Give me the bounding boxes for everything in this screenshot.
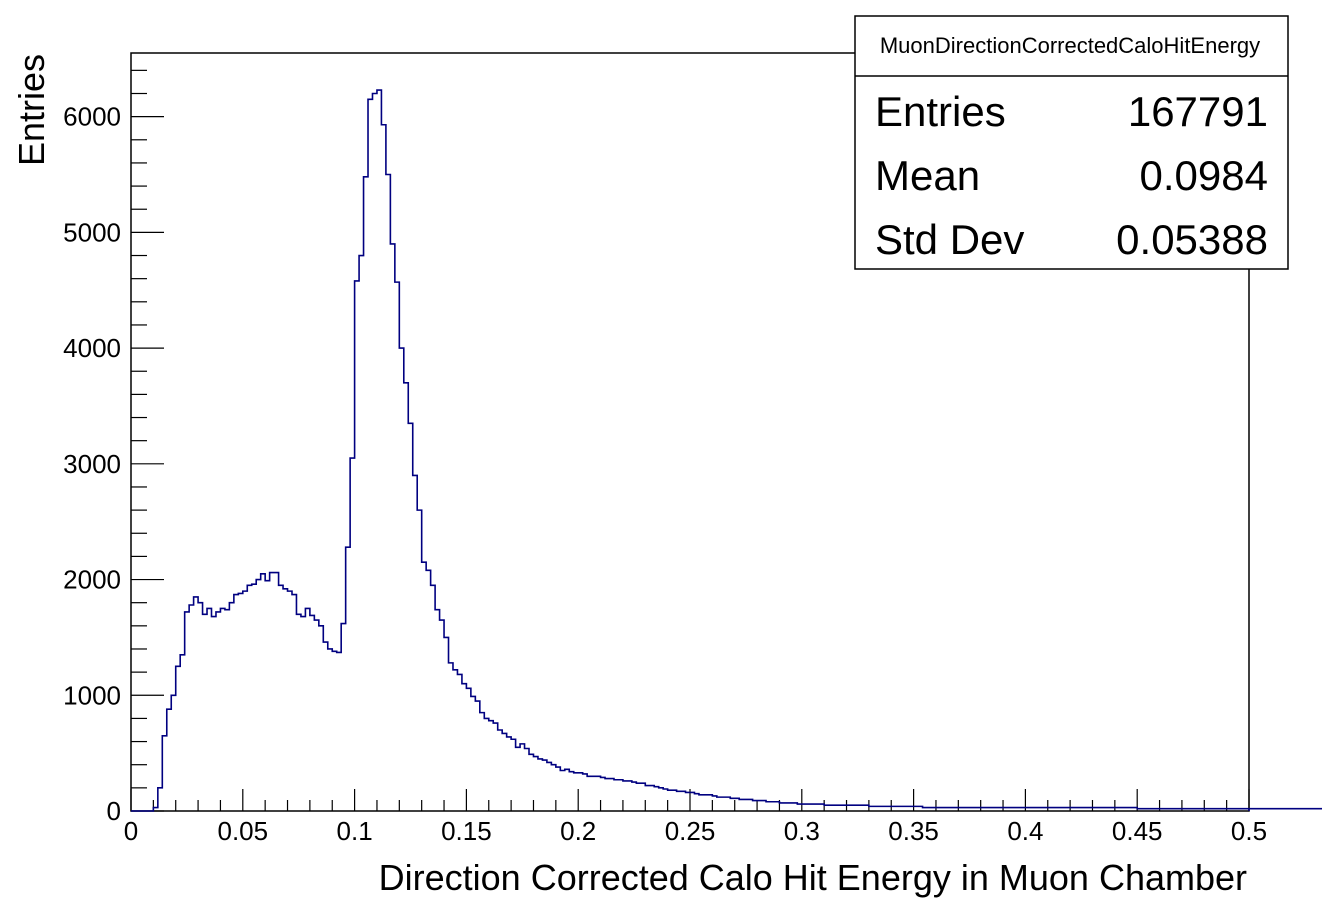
x-tick-label: 0.05 — [217, 816, 268, 846]
x-tick-label: 0.45 — [1112, 816, 1163, 846]
x-tick-label: 0.5 — [1231, 816, 1267, 846]
y-tick-label: 2000 — [63, 565, 121, 595]
x-tick-label: 0.15 — [441, 816, 492, 846]
histogram-series-line — [131, 89, 1322, 812]
x-tick-label: 0.3 — [784, 816, 820, 846]
stats-mean-value: 0.0984 — [1140, 152, 1268, 199]
y-tick-label: 1000 — [63, 680, 121, 710]
y-axis: 0 1000 2000 3000 4000 5000 6000 — [63, 69, 164, 826]
y-tick-label: 5000 — [63, 217, 121, 247]
stats-box-title: MuonDirectionCorrectedCaloHitEnergy — [880, 33, 1260, 58]
stats-box-frame — [854, 15, 1289, 270]
x-axis: 0 0.05 0.1 0.15 0.2 0.25 0.3 0.35 0.4 0.45 0.5 — [124, 789, 1267, 846]
x-tick-label: 0 — [124, 816, 138, 846]
x-tick-label: 0.1 — [337, 816, 373, 846]
stats-box: MuonDirectionCorrectedCaloHitEnergy Entr… — [854, 15, 1289, 270]
y-tick-label: 6000 — [63, 102, 121, 132]
stats-mean-label: Mean — [875, 152, 980, 199]
stats-stddev-value: 0.05388 — [1116, 216, 1268, 263]
x-axis-label: Direction Corrected Calo Hit Energy in M… — [379, 857, 1247, 898]
stats-entries-value: 167791 — [1128, 88, 1268, 135]
y-tick-label: 4000 — [63, 333, 121, 363]
x-tick-label: 0.4 — [1007, 816, 1043, 846]
x-tick-label: 0.25 — [665, 816, 716, 846]
stats-stddev-label: Std Dev — [875, 216, 1024, 263]
x-tick-label: 0.35 — [888, 816, 939, 846]
y-axis-label: Entries — [11, 54, 52, 166]
y-tick-label: 0 — [107, 796, 121, 826]
y-tick-label: 3000 — [63, 449, 121, 479]
stats-entries-label: Entries — [875, 88, 1006, 135]
x-tick-label: 0.2 — [560, 816, 596, 846]
